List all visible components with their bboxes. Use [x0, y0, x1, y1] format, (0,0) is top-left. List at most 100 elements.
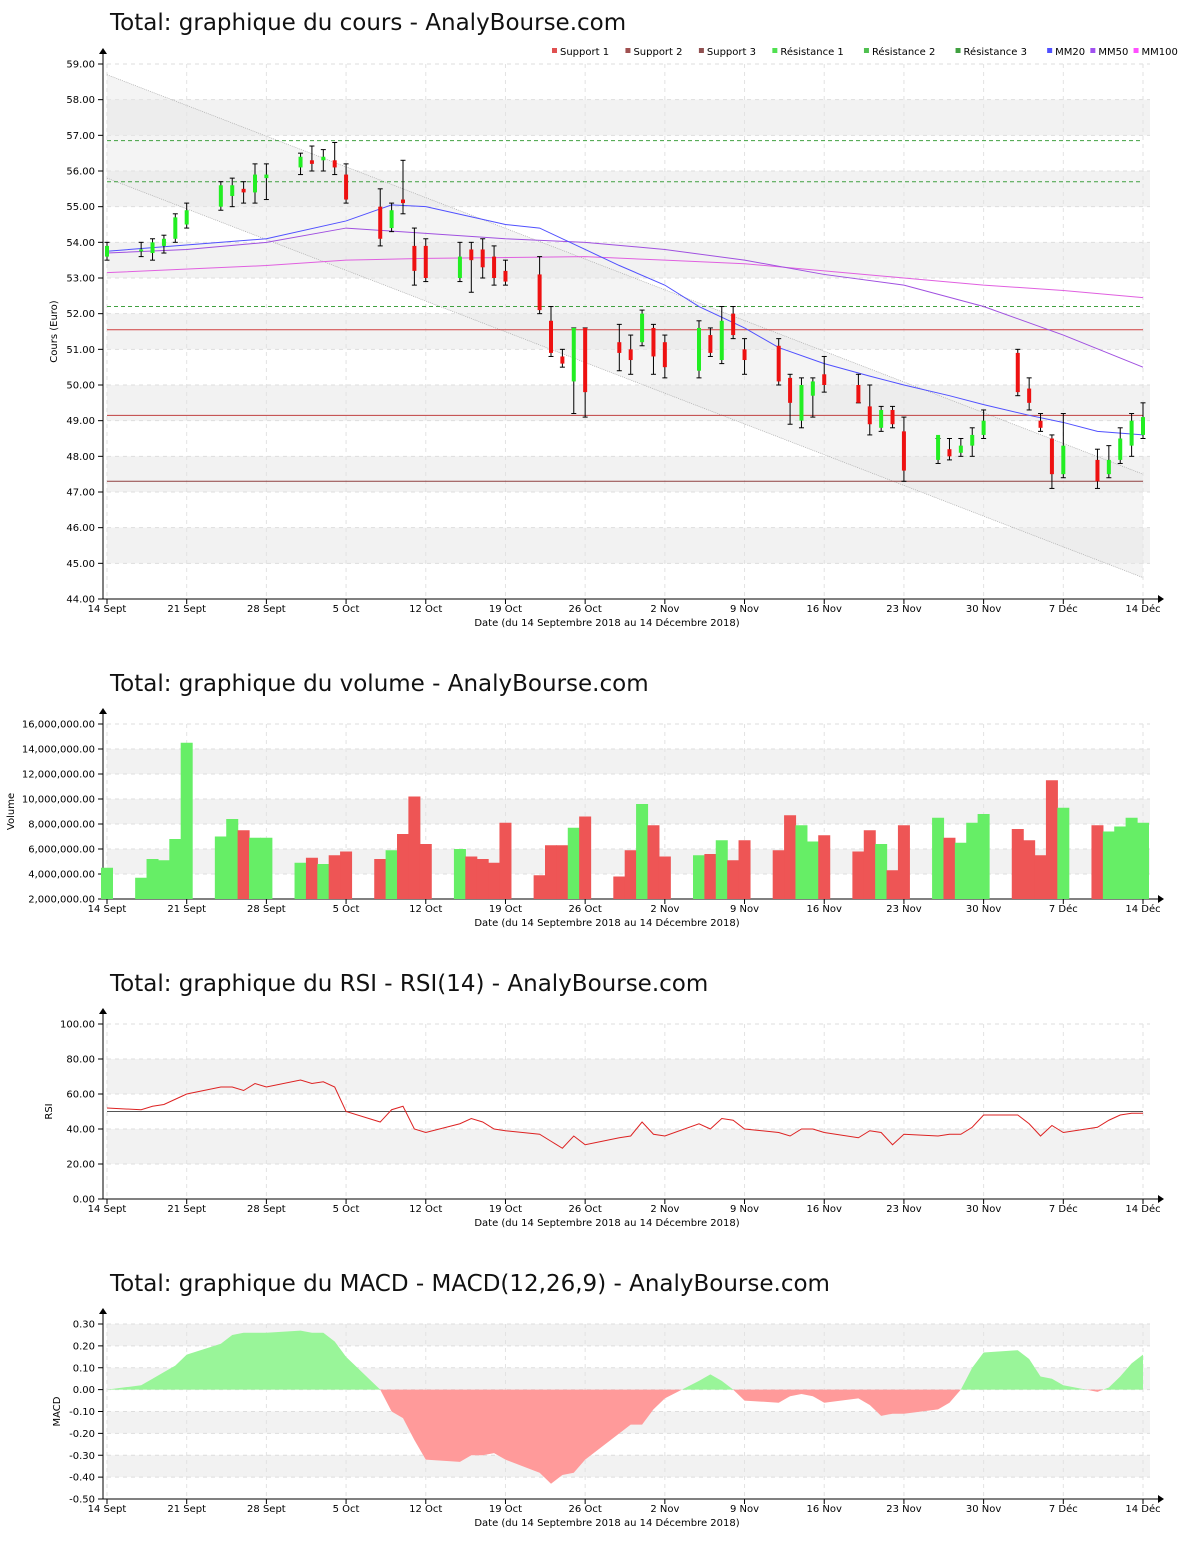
candle-body [1049, 438, 1054, 475]
x-tick-label: 23 Nov [886, 1204, 922, 1215]
legend-swatch [1133, 48, 1139, 53]
y-axis-arrow [99, 48, 107, 54]
macd-positive-area [960, 1350, 1087, 1390]
volume-bar [818, 835, 831, 899]
x-tick-label: 19 Oct [489, 604, 522, 615]
legend-label: Résistance 3 [964, 46, 1027, 58]
y-tick-label: 10,000,000.00 [22, 795, 95, 806]
y-tick-label: 0.10 [73, 1363, 95, 1374]
volume-bar [533, 875, 546, 899]
legend-label: MM100 [1142, 47, 1178, 58]
volume-bar [488, 862, 501, 899]
volume-bar [146, 859, 159, 899]
macd-panel: Total: graphique du MACD - MACD(12,26,9)… [0, 1260, 1200, 1550]
legend-swatch [698, 48, 704, 53]
x-tick-label: 9 Nov [730, 1204, 759, 1215]
volume-bar [317, 864, 330, 899]
candle-body [298, 156, 303, 168]
volume-bar [1137, 822, 1149, 899]
candle-body [332, 160, 337, 168]
y-tick-label: 49.00 [66, 416, 95, 427]
volume-bar [1091, 825, 1104, 899]
y-tick-label: 52.00 [66, 309, 95, 320]
x-tick-label: 30 Nov [966, 1504, 1002, 1515]
y-tick-label: 6,000,000.00 [28, 845, 95, 856]
candle-body [230, 185, 235, 196]
grid-band [107, 456, 1150, 492]
x-tick-label: 14 Sept [88, 1504, 127, 1515]
volume-bar [966, 822, 979, 899]
volume-bar [556, 845, 569, 899]
volume-bar [397, 834, 409, 899]
candle-body [719, 320, 724, 361]
candle-body [571, 327, 576, 382]
x-tick-label: 7 Déc [1049, 1503, 1078, 1515]
grid-band [107, 749, 1150, 774]
volume-bar [727, 860, 740, 899]
y-tick-label: -0.10 [69, 1407, 95, 1418]
grid-band [107, 171, 1150, 207]
y-axis-label: Volume [6, 793, 17, 830]
volume-bar [1034, 855, 1047, 899]
candle-body [788, 377, 793, 403]
x-tick-label: 9 Nov [730, 1504, 759, 1515]
volume-bar [567, 827, 580, 899]
x-tick-label: 9 Nov [730, 604, 759, 615]
y-tick-label: 16,000,000.00 [22, 720, 95, 731]
volume-bar [101, 867, 113, 899]
volume-bar [1125, 817, 1138, 899]
volume-bar [954, 842, 967, 899]
volume-bar [704, 854, 717, 899]
volume-bar [784, 815, 797, 899]
x-tick-label: 14 Déc [1125, 1503, 1160, 1515]
candle-body [640, 313, 645, 343]
volume-bar [1023, 840, 1036, 899]
candle-body [958, 445, 963, 453]
volume-bar [260, 837, 273, 899]
y-tick-label: -0.20 [69, 1429, 95, 1440]
candle-body [628, 349, 633, 361]
mm100-line [106, 256, 1144, 299]
candle-body [799, 385, 804, 421]
legend-label: MM20 [1055, 47, 1085, 58]
volume-bar [658, 856, 671, 899]
candle-body [856, 385, 861, 403]
x-tick-label: 26 Oct [569, 604, 602, 615]
volume-bar [886, 870, 899, 899]
x-tick-label: 23 Nov [886, 904, 922, 915]
x-tick-label: 26 Oct [569, 904, 602, 915]
grid-band [107, 1129, 1150, 1164]
legend-label: Résistance 2 [872, 46, 935, 58]
x-tick-label: 28 Sept [247, 1504, 286, 1515]
volume-bar [499, 822, 512, 899]
volume-bar [795, 825, 808, 899]
volume-bar [1045, 780, 1058, 899]
volume-bar [1057, 807, 1070, 899]
volume-bar [738, 840, 751, 899]
candle-body [1061, 445, 1066, 475]
volume-bar [932, 817, 945, 899]
volume-bar [806, 841, 819, 899]
y-tick-label: 0.00 [73, 1195, 95, 1206]
candle-body [412, 245, 417, 271]
x-axis-label: Date (du 14 Septembre 2018 au 14 Décembr… [474, 1517, 739, 1529]
x-tick-label: 5 Oct [333, 904, 360, 915]
y-tick-label: 59.00 [66, 60, 95, 71]
candle-body [1027, 388, 1032, 403]
legend-label: Support 2 [633, 47, 682, 58]
candle-body [879, 409, 884, 428]
y-tick-label: 60.00 [66, 1090, 95, 1101]
candle-body [139, 249, 144, 252]
volume-bar [693, 855, 705, 899]
y-axis-arrow [99, 1308, 107, 1314]
volume-bar [465, 856, 478, 899]
candle-body [492, 256, 497, 278]
candle-body [321, 156, 326, 161]
x-tick-label: 16 Nov [807, 1504, 843, 1515]
volume-bar [863, 830, 876, 899]
volume-bar [226, 819, 239, 899]
y-tick-label: -0.30 [69, 1451, 95, 1462]
candle-body [253, 174, 257, 193]
candle-body [401, 199, 405, 204]
price-chart: 44.00 45.00 46.00 47.00 48.00 49.00 50.00 51.00… [49, 46, 1178, 629]
